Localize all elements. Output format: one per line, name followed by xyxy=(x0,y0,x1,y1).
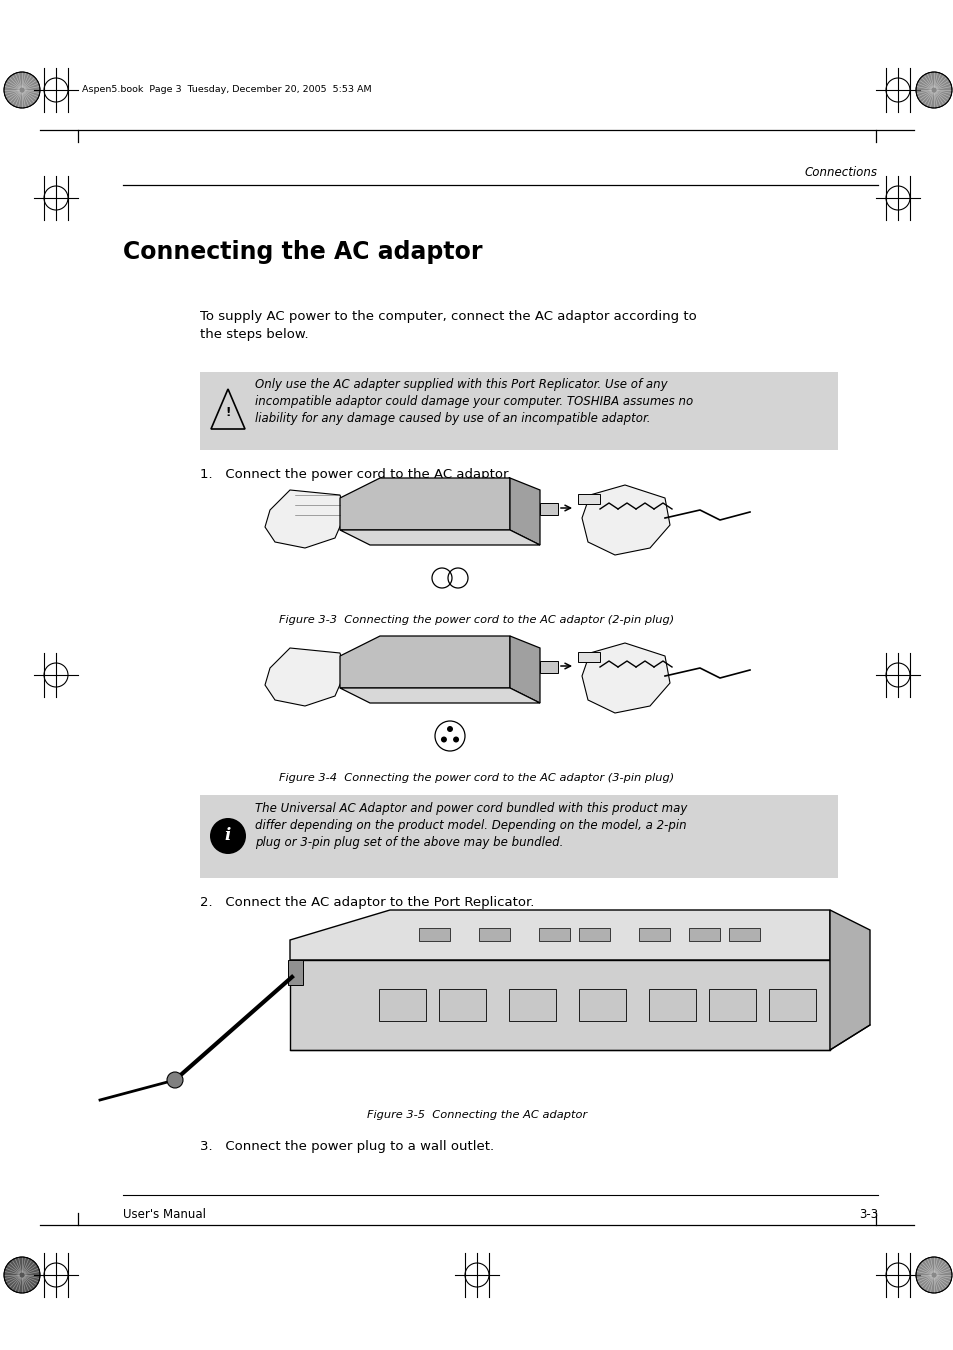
Text: 3-3: 3-3 xyxy=(858,1208,877,1220)
FancyBboxPatch shape xyxy=(578,652,599,662)
Text: 1.   Connect the power cord to the AC adaptor.: 1. Connect the power cord to the AC adap… xyxy=(200,468,511,481)
Text: Figure 3-3  Connecting the power cord to the AC adaptor (2-pin plug): Figure 3-3 Connecting the power cord to … xyxy=(279,616,674,625)
FancyBboxPatch shape xyxy=(578,494,599,504)
FancyBboxPatch shape xyxy=(509,990,556,1021)
Polygon shape xyxy=(339,636,510,688)
FancyBboxPatch shape xyxy=(768,990,815,1021)
Circle shape xyxy=(4,1257,40,1293)
Text: 3.   Connect the power plug to a wall outlet.: 3. Connect the power plug to a wall outl… xyxy=(200,1139,494,1153)
Text: Connections: Connections xyxy=(804,166,877,178)
Circle shape xyxy=(915,72,951,108)
Circle shape xyxy=(915,1257,951,1293)
Polygon shape xyxy=(510,478,539,545)
Polygon shape xyxy=(290,910,829,960)
Polygon shape xyxy=(510,636,539,703)
Circle shape xyxy=(447,726,453,732)
Polygon shape xyxy=(581,643,669,713)
Polygon shape xyxy=(339,531,539,545)
FancyBboxPatch shape xyxy=(200,373,837,450)
Polygon shape xyxy=(265,648,345,706)
Polygon shape xyxy=(265,490,345,548)
FancyBboxPatch shape xyxy=(378,990,426,1021)
Text: Figure 3-5  Connecting the AC adaptor: Figure 3-5 Connecting the AC adaptor xyxy=(367,1110,586,1120)
Text: Only use the AC adapter supplied with this Port Replicator. Use of any
incompati: Only use the AC adapter supplied with th… xyxy=(254,378,693,425)
FancyBboxPatch shape xyxy=(689,927,720,941)
Text: Aspen5.book  Page 3  Tuesday, December 20, 2005  5:53 AM: Aspen5.book Page 3 Tuesday, December 20,… xyxy=(82,85,372,94)
Polygon shape xyxy=(339,688,539,703)
Polygon shape xyxy=(829,910,869,1050)
Text: User's Manual: User's Manual xyxy=(123,1208,206,1220)
Polygon shape xyxy=(339,478,510,531)
FancyBboxPatch shape xyxy=(539,927,570,941)
FancyBboxPatch shape xyxy=(708,990,755,1021)
Text: To supply AC power to the computer, connect the AC adaptor according to
the step: To supply AC power to the computer, conn… xyxy=(200,310,696,342)
FancyBboxPatch shape xyxy=(288,960,303,985)
FancyBboxPatch shape xyxy=(438,990,485,1021)
Text: Figure 3-4  Connecting the power cord to the AC adaptor (3-pin plug): Figure 3-4 Connecting the power cord to … xyxy=(279,774,674,783)
FancyBboxPatch shape xyxy=(479,927,510,941)
FancyBboxPatch shape xyxy=(729,927,760,941)
FancyBboxPatch shape xyxy=(578,927,610,941)
FancyBboxPatch shape xyxy=(639,927,670,941)
FancyBboxPatch shape xyxy=(539,662,558,674)
Polygon shape xyxy=(290,960,829,1050)
Text: !: ! xyxy=(225,406,231,420)
Text: i: i xyxy=(225,828,231,845)
FancyBboxPatch shape xyxy=(539,504,558,514)
Circle shape xyxy=(453,737,458,742)
Circle shape xyxy=(167,1072,183,1088)
Text: The Universal AC Adaptor and power cord bundled with this product may
differ dep: The Universal AC Adaptor and power cord … xyxy=(254,802,687,849)
FancyBboxPatch shape xyxy=(419,927,450,941)
FancyBboxPatch shape xyxy=(578,990,625,1021)
Circle shape xyxy=(440,737,446,742)
Circle shape xyxy=(4,72,40,108)
Text: 2.   Connect the AC adaptor to the Port Replicator.: 2. Connect the AC adaptor to the Port Re… xyxy=(200,896,534,909)
FancyBboxPatch shape xyxy=(200,795,837,878)
Circle shape xyxy=(210,818,246,855)
FancyBboxPatch shape xyxy=(648,990,696,1021)
Text: Connecting the AC adaptor: Connecting the AC adaptor xyxy=(123,240,482,265)
Polygon shape xyxy=(581,485,669,555)
